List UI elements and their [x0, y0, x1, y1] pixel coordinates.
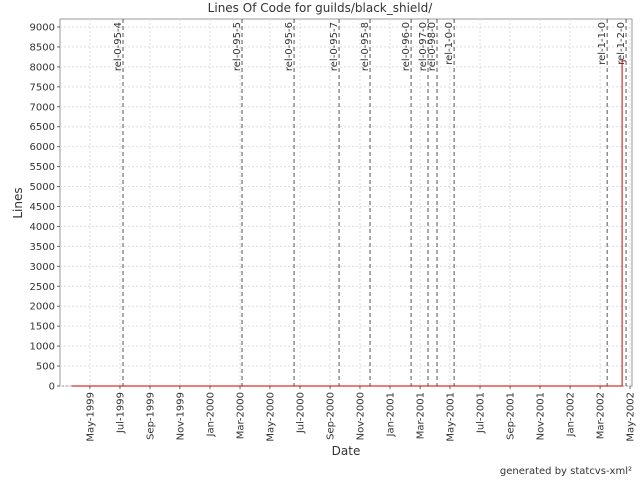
- y-tick-label: 7000: [30, 102, 55, 113]
- x-tick-label: Jul-2000: [295, 392, 306, 434]
- y-tick-label: 4500: [30, 202, 55, 213]
- y-tick-label: 8000: [30, 62, 55, 73]
- footer: generated by statcvs-xml²: [500, 466, 632, 477]
- y-tick-label: 1000: [30, 342, 55, 353]
- x-tick-label: Mar-2002: [596, 392, 607, 439]
- chart-title: Lines Of Code for guilds/black_shield/: [208, 1, 434, 15]
- release-label: rel-1-0-0: [444, 22, 455, 65]
- y-tick-label: 6500: [30, 122, 55, 133]
- y-tick-label: 9000: [30, 22, 55, 33]
- release-label: rel-1-1-0: [597, 22, 608, 65]
- release-label: rel-0-95-5: [232, 22, 243, 71]
- x-tick-label: Nov-2000: [355, 392, 366, 440]
- x-tick-label: Jan-2000: [205, 392, 216, 437]
- x-tick-label: Sep-1999: [146, 392, 157, 440]
- y-tick-label: 2500: [30, 282, 55, 293]
- release-label: rel-0-95-7: [329, 22, 340, 71]
- y-tick-label: 5500: [30, 162, 55, 173]
- y-tick-label: 4000: [30, 222, 55, 233]
- release-label: rel-0-97-0: [418, 22, 429, 71]
- y-tick-label: 5000: [30, 182, 55, 193]
- y-tick-label: 3500: [30, 242, 55, 253]
- y-axis-label: Lines: [11, 187, 25, 218]
- x-tick-label: May-2002: [626, 392, 637, 442]
- x-tick-label: Jul-2001: [476, 392, 487, 434]
- x-tick-label: Jan-2002: [566, 392, 577, 437]
- plot-area: [59, 18, 633, 387]
- y-tick-label: 7500: [30, 82, 55, 93]
- y-tick-label: 1500: [30, 322, 55, 333]
- x-tick-label: Sep-2000: [326, 392, 337, 440]
- y-tick-label: 500: [36, 362, 55, 373]
- y-tick-label: 2000: [30, 302, 55, 313]
- x-tick-label: May-1999: [85, 392, 96, 442]
- x-axis-label: Date: [332, 444, 361, 458]
- release-label: rel-1-2-0: [616, 22, 627, 65]
- release-label: rel-0-98-0: [427, 22, 438, 71]
- x-tick-label: Jan-2001: [386, 392, 397, 437]
- x-tick-label: Nov-2001: [535, 392, 546, 440]
- x-tick-label: May-2001: [445, 392, 456, 442]
- x-tick-label: Mar-2000: [236, 392, 247, 439]
- x-tick-label: Sep-2001: [506, 392, 517, 440]
- x-tick-label: Jul-1999: [115, 392, 126, 434]
- release-label: rel-0-95-4: [113, 22, 124, 71]
- x-tick-label: Mar-2001: [416, 392, 427, 439]
- y-tick-label: 8500: [30, 42, 55, 53]
- y-tick-label: 3000: [30, 262, 55, 273]
- data-line: [71, 60, 627, 387]
- x-tick-label: May-2000: [265, 392, 276, 442]
- y-tick-label: 0: [49, 382, 55, 393]
- x-tick-label: Nov-1999: [175, 392, 186, 440]
- release-label: rel-0-96-0: [401, 22, 412, 71]
- release-label: rel-0-95-8: [360, 22, 371, 71]
- y-tick-label: 6000: [30, 142, 55, 153]
- release-label: rel-0-95-6: [284, 22, 295, 71]
